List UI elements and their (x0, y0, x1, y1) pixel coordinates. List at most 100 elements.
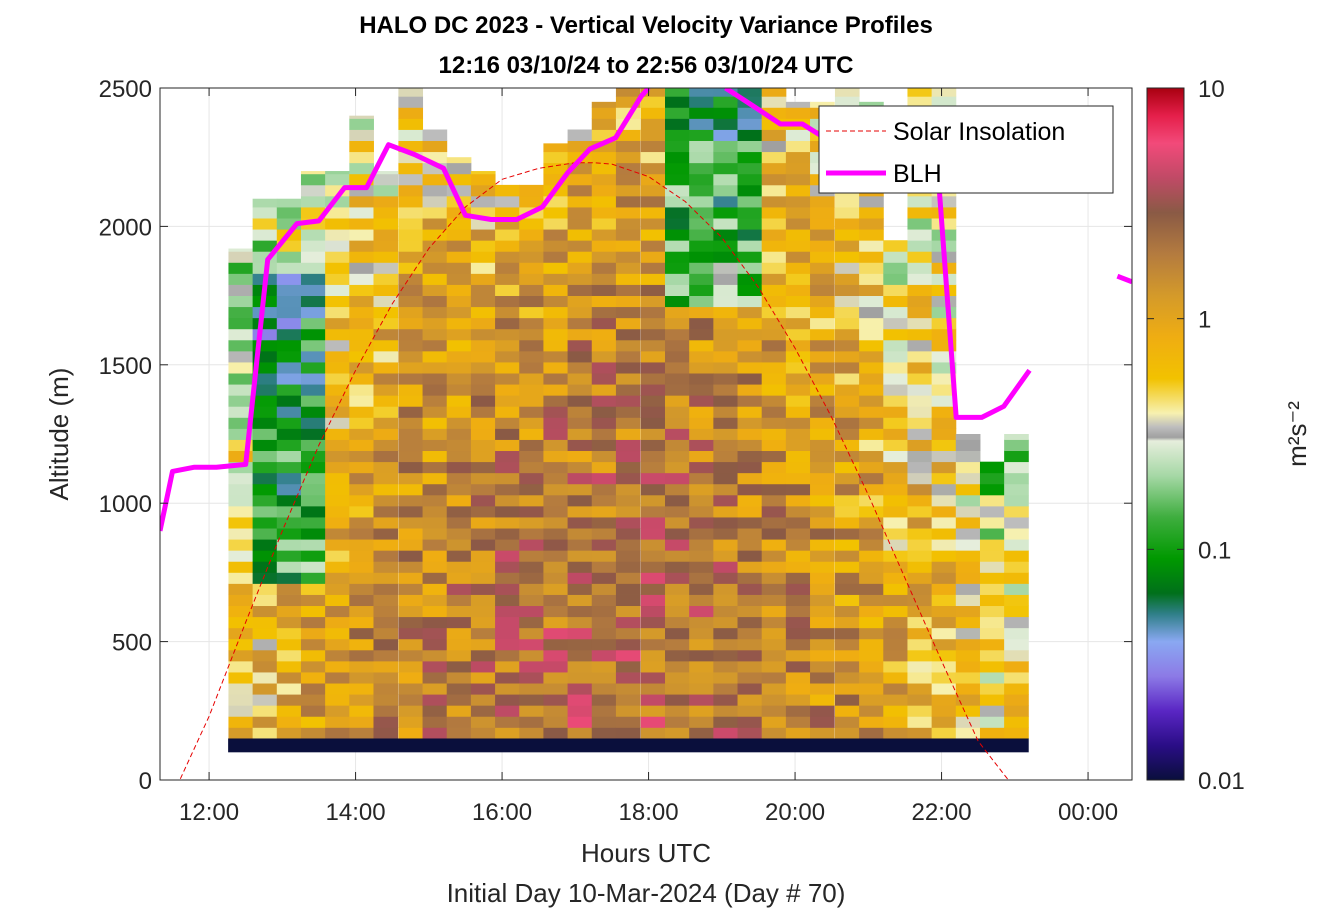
variance-cell (373, 627, 399, 640)
variance-cell (422, 439, 448, 452)
variance-cell (495, 262, 520, 274)
variance-cell (615, 638, 641, 651)
variance-cell (689, 273, 714, 285)
variance-cell (859, 660, 884, 673)
variance-cell (567, 583, 593, 595)
variance-cell (834, 550, 860, 562)
variance-cell (713, 638, 738, 651)
variance-cell (252, 339, 278, 352)
variance-cell (907, 218, 933, 230)
variance-cell (859, 472, 884, 485)
variance-cell (931, 705, 957, 717)
variance-cell (713, 583, 738, 595)
variance-cell (422, 572, 448, 584)
variance-cell (640, 184, 666, 197)
variance-cell (228, 417, 254, 429)
variance-cell (979, 616, 1005, 629)
variance-cell (228, 561, 254, 573)
variance-cell (859, 583, 884, 595)
variance-cell (689, 439, 714, 452)
variance-cell (713, 649, 738, 662)
variance-cell (398, 118, 424, 130)
variance-cell (761, 472, 787, 485)
variance-cell (737, 716, 763, 728)
variance-cell (470, 494, 496, 507)
variance-cell (470, 339, 496, 352)
variance-cell (228, 384, 254, 396)
variance-cell (713, 306, 738, 319)
variance-cell (737, 572, 763, 584)
variance-cell (349, 683, 374, 695)
variance-cell (495, 207, 520, 219)
variance-cell (591, 638, 617, 651)
variance-cell (470, 395, 496, 407)
variance-cell (665, 683, 690, 695)
variance-cell (689, 317, 714, 330)
variance-cell (665, 195, 690, 208)
variance-cell (228, 317, 254, 330)
variance-cell (955, 505, 981, 518)
variance-cell (859, 605, 884, 618)
variance-cell (713, 373, 738, 385)
variance-cell (955, 683, 981, 695)
variance-cell (737, 539, 763, 551)
variance-cell (737, 107, 763, 119)
variance-cell (713, 162, 738, 175)
variance-cell (713, 550, 738, 562)
variance-cell (883, 362, 908, 374)
variance-cell (859, 550, 884, 562)
variance-cell (615, 683, 641, 695)
variance-cell (907, 705, 933, 717)
variance-cell (325, 539, 350, 551)
variance-cell (422, 539, 448, 551)
variance-cell (640, 339, 666, 352)
variance-cell (737, 472, 763, 485)
x-tick-label: 14:00 (326, 799, 386, 826)
variance-cell (785, 683, 811, 695)
variance-cell (761, 705, 787, 717)
variance-cell (398, 572, 424, 584)
variance-cell (276, 384, 302, 396)
variance-cell (276, 517, 302, 529)
variance-cell (591, 207, 617, 219)
variance-cell (665, 306, 690, 319)
variance-cell (737, 240, 763, 252)
variance-cell (567, 672, 593, 684)
variance-cell (591, 218, 617, 230)
variance-cell (470, 207, 496, 219)
variance-cell (567, 450, 593, 463)
variance-cell (883, 483, 908, 496)
variance-cell (713, 317, 738, 330)
variance-cell (883, 694, 908, 706)
variance-cell (543, 328, 569, 341)
variance-cell (446, 240, 472, 252)
variance-cell (761, 638, 787, 651)
variance-cell (737, 251, 763, 263)
variance-cell (640, 218, 666, 230)
variance-cell (761, 339, 787, 352)
variance-cell (640, 505, 666, 518)
variance-cell (931, 572, 957, 584)
variance-cell (737, 184, 763, 197)
variance-cell (446, 605, 472, 618)
variance-cell (276, 494, 302, 507)
variance-cell (373, 207, 399, 219)
variance-cell (955, 705, 981, 717)
variance-cell (228, 605, 254, 618)
variance-cell (907, 550, 933, 562)
variance-cell (446, 157, 472, 164)
variance-cell (640, 362, 666, 374)
variance-cell (810, 572, 835, 584)
variance-cell (785, 207, 811, 219)
variance-cell (325, 705, 350, 717)
variance-cell (519, 672, 544, 684)
variance-cell (543, 339, 569, 352)
variance-cell (373, 218, 399, 230)
variance-cell (422, 129, 448, 141)
variance-cell (883, 306, 908, 319)
variance-cell (470, 694, 496, 706)
variance-cell (761, 328, 787, 341)
variance-cell (373, 251, 399, 263)
variance-cell (615, 539, 641, 551)
variance-cell (446, 517, 472, 529)
